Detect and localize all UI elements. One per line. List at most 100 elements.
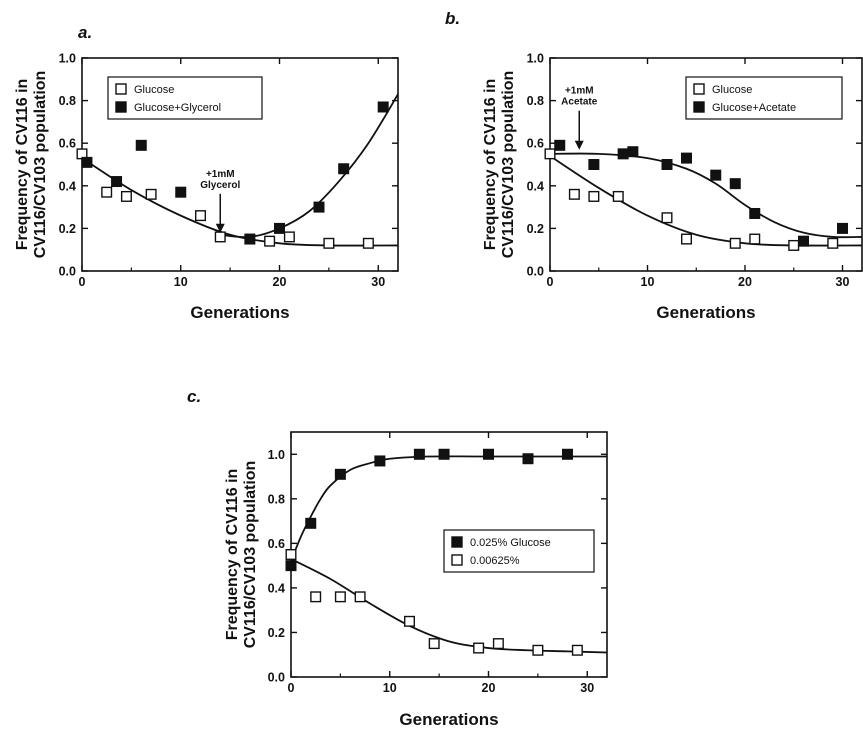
y-tick-label: 1.0 [59, 52, 76, 66]
y-tick-label: 0.6 [268, 537, 285, 551]
y-tick-label: 0.8 [527, 94, 544, 108]
data-point-open [214, 231, 226, 243]
x-tick-label: 10 [641, 275, 655, 289]
y-tick-label: 0.8 [59, 94, 76, 108]
data-point-filled [81, 156, 93, 168]
plot-frame [549, 57, 863, 272]
legend-box [107, 76, 263, 120]
x-tick-label: 0 [79, 275, 86, 289]
y-tick-label: 0.0 [59, 265, 76, 279]
data-point-open [101, 186, 113, 198]
y-axis-label-line: Frequency of CV116 in [224, 469, 241, 641]
data-point-filled [313, 201, 325, 213]
y-axis-label-line: Frequency of CV116 in [482, 79, 499, 251]
annotation-text: Glycerol [200, 180, 240, 191]
data-point-open [749, 233, 761, 245]
fit-curve [291, 558, 607, 654]
data-point-open [404, 615, 416, 627]
x-tick-label: 30 [836, 275, 850, 289]
annotation-text: +1mM [206, 169, 235, 180]
panel-label: c. [187, 387, 201, 406]
data-point-open [145, 188, 157, 200]
data-point-filled [837, 222, 849, 234]
annotation-text: +1mM [565, 86, 594, 97]
y-tick-label: 0.4 [268, 581, 285, 595]
legend-box [685, 76, 843, 120]
legend-entry: Glucose [134, 84, 174, 96]
data-point-open [568, 188, 580, 200]
data-point-filled [111, 176, 123, 188]
data-point-open [120, 190, 132, 202]
y-axis-label-line: Frequency of CV116 in [14, 79, 31, 251]
data-point-filled [681, 152, 693, 164]
data-point-open [323, 237, 335, 249]
data-point-filled [413, 448, 425, 460]
data-point-open [571, 644, 583, 656]
data-point-filled [374, 455, 386, 467]
data-point-filled [483, 448, 495, 460]
y-tick-label: 1.0 [268, 448, 285, 462]
x-tick-label: 20 [273, 275, 287, 289]
data-point-filled [588, 158, 600, 170]
y-tick-label: 0.4 [59, 179, 76, 193]
legend-marker [451, 554, 463, 566]
annotation-arrow-head [215, 223, 225, 233]
legend-marker [451, 536, 463, 548]
data-point-filled [562, 448, 574, 460]
data-point-filled [244, 233, 256, 245]
y-tick-label: 0.6 [59, 137, 76, 151]
y-axis-label-line: CV116/CV103 population [500, 71, 517, 259]
data-point-filled [627, 146, 639, 158]
panel-label: b. [445, 9, 460, 28]
data-point-open [354, 591, 366, 603]
legend-entry: Glucose+Acetate [712, 102, 796, 114]
data-point-open [729, 237, 741, 249]
data-point-filled [135, 139, 147, 151]
y-axis-label: Frequency of CV116 inCV116/CV103 populat… [14, 71, 49, 259]
y-axis-label-line: CV116/CV103 population [32, 71, 49, 259]
panel-label: a. [78, 23, 92, 42]
legend-entry: 0.00625% [470, 555, 520, 567]
data-point-filled [334, 468, 346, 480]
data-point-open [283, 231, 295, 243]
data-point-filled [377, 101, 389, 113]
x-tick-label: 20 [482, 681, 496, 695]
data-point-filled [710, 169, 722, 181]
x-tick-label: 0 [288, 681, 295, 695]
y-tick-label: 0.6 [527, 137, 544, 151]
data-point-open [334, 591, 346, 603]
data-point-open [362, 237, 374, 249]
x-axis-label: Generations [190, 303, 289, 322]
chart-panel-2: b. 0.0 0.2 0.4 0.6 0.8 1.0 0 10 20 30 Generations Fr… [445, 9, 863, 322]
legend-box [443, 529, 595, 573]
legend-entry: Glucose+Glycerol [134, 102, 221, 114]
y-axis-label: Frequency of CV116 inCV116/CV103 populat… [482, 71, 517, 259]
legend-entry: Glucose [712, 84, 752, 96]
y-axis-label: Frequency of CV116 inCV116/CV103 populat… [224, 461, 259, 649]
y-tick-label: 0.0 [268, 671, 285, 685]
data-point-filled [554, 139, 566, 151]
data-point-open [532, 644, 544, 656]
legend-marker [693, 101, 705, 113]
legend-marker [115, 83, 127, 95]
x-tick-label: 0 [547, 275, 554, 289]
data-point-filled [274, 222, 286, 234]
annotation-text: Acetate [561, 97, 598, 108]
data-point-open [588, 190, 600, 202]
annotation-arrow-head [574, 140, 584, 150]
x-axis-label: Generations [399, 710, 498, 729]
data-point-open [264, 235, 276, 247]
data-point-open [428, 638, 440, 650]
y-tick-label: 0.2 [268, 626, 285, 640]
data-point-open [544, 148, 556, 160]
y-tick-label: 0.8 [268, 492, 285, 506]
x-tick-label: 30 [580, 681, 594, 695]
x-tick-label: 10 [174, 275, 188, 289]
data-point-open [285, 549, 297, 561]
y-axis-label-line: CV116/CV103 population [242, 461, 259, 649]
y-tick-label: 0.4 [527, 179, 544, 193]
data-point-open [661, 212, 673, 224]
x-axis-label: Generations [656, 303, 755, 322]
data-point-filled [729, 178, 741, 190]
